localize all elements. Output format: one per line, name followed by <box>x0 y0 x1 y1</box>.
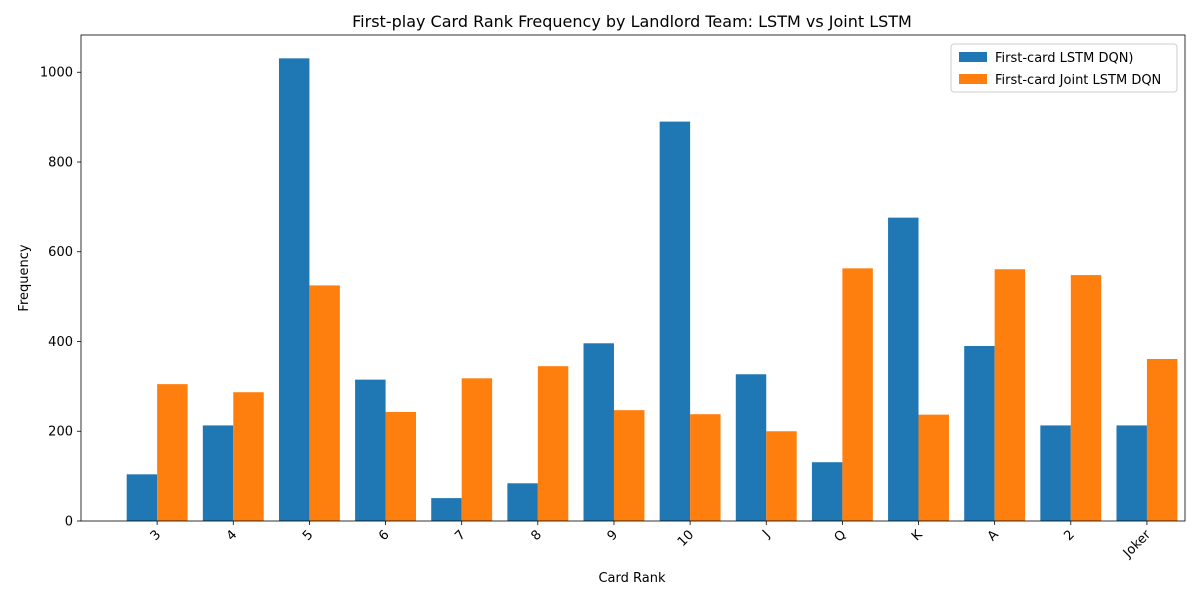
bar-1-a <box>964 345 995 521</box>
bar-1-5 <box>278 58 310 522</box>
bar-1-q <box>811 462 843 521</box>
y-tick-label: 200 <box>48 425 73 440</box>
axes-frame <box>80 34 1186 522</box>
bar-1-7 <box>431 498 462 521</box>
y-tick-label: 600 <box>48 245 73 260</box>
bar-1-6 <box>355 379 386 521</box>
legend-box <box>950 43 1178 93</box>
bar-2-j <box>766 431 797 521</box>
bar-1-2 <box>1040 425 1071 521</box>
plot-area: 0 200 400 600 800 1000 3 4 5 6 7 8 9 10 J Q K A 2 Joker <box>40 34 1186 562</box>
y-tick-label: 400 <box>48 335 73 350</box>
bar-2-7 <box>461 378 493 521</box>
bar-1-10 <box>659 121 691 522</box>
bar-2-9 <box>613 410 645 521</box>
bar-1-4 <box>202 425 234 521</box>
x-tick-label: J <box>759 527 773 541</box>
bar-1-9 <box>583 343 614 521</box>
bar-2-joker <box>1146 359 1178 521</box>
x-tick-label: Q <box>832 527 850 545</box>
x-tick-label: 2 <box>1061 527 1077 543</box>
chart-title: First-play Card Rank Frequency by Landlo… <box>352 12 912 31</box>
x-tick-label: 7 <box>452 527 468 543</box>
y-tick-label: 800 <box>48 155 73 170</box>
bar-1-3 <box>126 474 158 521</box>
bar-2-5 <box>309 285 340 521</box>
bar-1-8 <box>507 483 538 521</box>
x-tick-label: Joker <box>1120 527 1155 562</box>
y-axis-label: Frequency <box>17 244 32 311</box>
bar-2-8 <box>537 366 569 521</box>
bar-2-2 <box>1070 275 1102 521</box>
x-axis-label: Card Rank <box>598 571 665 586</box>
bar-2-10 <box>690 414 721 521</box>
legend: First-card LSTM DQN) First-card Joint LST… <box>950 43 1178 93</box>
bar-2-q <box>842 268 873 521</box>
bar-1-j <box>735 374 767 521</box>
x-tick-label: 8 <box>528 527 544 543</box>
legend-swatch-2 <box>959 74 987 84</box>
x-tick-label: K <box>909 527 926 544</box>
bar-2-4 <box>233 392 264 521</box>
x-tick-label: 6 <box>376 527 392 543</box>
bar-2-k <box>918 414 949 521</box>
y-tick-label: 1000 <box>40 66 73 81</box>
bar-2-3 <box>157 384 188 521</box>
x-tick-label: 5 <box>300 527 316 543</box>
x-tick-label: A <box>985 527 1002 544</box>
bar-1-joker <box>1116 425 1147 521</box>
y-tick-label: 0 <box>65 515 73 530</box>
bar-2-6 <box>385 411 417 521</box>
bar-2-a <box>994 269 1026 521</box>
bar-1-k <box>888 217 919 521</box>
x-tick-label: 4 <box>224 527 240 543</box>
legend-label-2: First-card Joint LSTM DQN <box>995 73 1161 88</box>
x-tick-label: 3 <box>148 527 164 543</box>
x-tick-label: 9 <box>605 527 621 543</box>
x-tick-label: 10 <box>675 527 697 549</box>
legend-swatch-1 <box>959 52 987 62</box>
legend-label-1: First-card LSTM DQN) <box>995 51 1134 66</box>
